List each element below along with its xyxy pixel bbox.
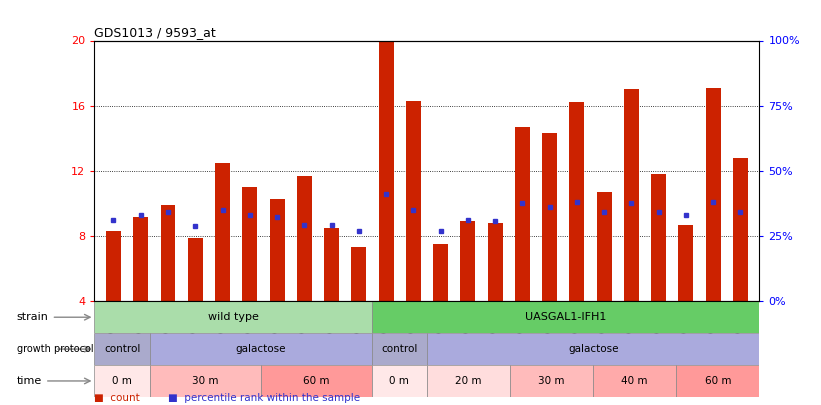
Text: 0 m: 0 m <box>112 376 132 386</box>
Text: ■  count: ■ count <box>94 393 140 403</box>
Bar <box>150 333 372 365</box>
Bar <box>624 90 639 367</box>
Bar <box>133 217 149 367</box>
Bar <box>510 365 594 397</box>
Bar <box>215 163 230 367</box>
Bar <box>488 223 502 367</box>
Text: time: time <box>16 376 90 386</box>
Text: control: control <box>381 344 417 354</box>
Text: 30 m: 30 m <box>539 376 565 386</box>
Bar <box>188 238 203 367</box>
Text: 20 m: 20 m <box>455 376 482 386</box>
Text: strain: strain <box>16 312 90 322</box>
Bar <box>733 158 748 367</box>
Text: growth protocol: growth protocol <box>16 344 94 354</box>
Text: galactose: galactose <box>236 344 286 354</box>
Text: GDS1013 / 9593_at: GDS1013 / 9593_at <box>94 26 216 39</box>
Bar <box>351 247 366 367</box>
Bar <box>296 176 312 367</box>
Bar <box>242 187 257 367</box>
Bar <box>261 365 372 397</box>
Bar <box>324 228 339 367</box>
Bar <box>677 365 759 397</box>
Bar <box>427 365 510 397</box>
Bar <box>106 231 121 367</box>
Text: 30 m: 30 m <box>192 376 218 386</box>
Text: UASGAL1-IFH1: UASGAL1-IFH1 <box>525 312 606 322</box>
Bar <box>569 102 585 367</box>
Bar <box>150 365 261 397</box>
Bar <box>372 333 427 365</box>
Bar <box>461 222 475 367</box>
Text: control: control <box>104 344 140 354</box>
Text: 0 m: 0 m <box>389 376 409 386</box>
Text: ■  percentile rank within the sample: ■ percentile rank within the sample <box>168 393 360 403</box>
Bar <box>161 205 176 367</box>
Bar <box>597 192 612 367</box>
Bar <box>378 40 393 367</box>
Bar <box>94 365 150 397</box>
Bar <box>678 225 693 367</box>
Bar <box>94 301 372 333</box>
Bar <box>372 301 759 333</box>
Bar <box>372 365 427 397</box>
Text: 60 m: 60 m <box>704 376 732 386</box>
Text: 60 m: 60 m <box>303 376 329 386</box>
Bar <box>542 133 557 367</box>
Bar <box>433 244 448 367</box>
Bar <box>269 198 285 367</box>
Bar <box>651 174 666 367</box>
Bar <box>594 365 677 397</box>
Bar <box>515 127 530 367</box>
Text: 40 m: 40 m <box>621 376 648 386</box>
Bar <box>705 88 721 367</box>
Bar <box>427 333 759 365</box>
Text: wild type: wild type <box>208 312 259 322</box>
Bar <box>406 101 421 367</box>
Text: galactose: galactose <box>568 344 618 354</box>
Bar <box>94 333 150 365</box>
